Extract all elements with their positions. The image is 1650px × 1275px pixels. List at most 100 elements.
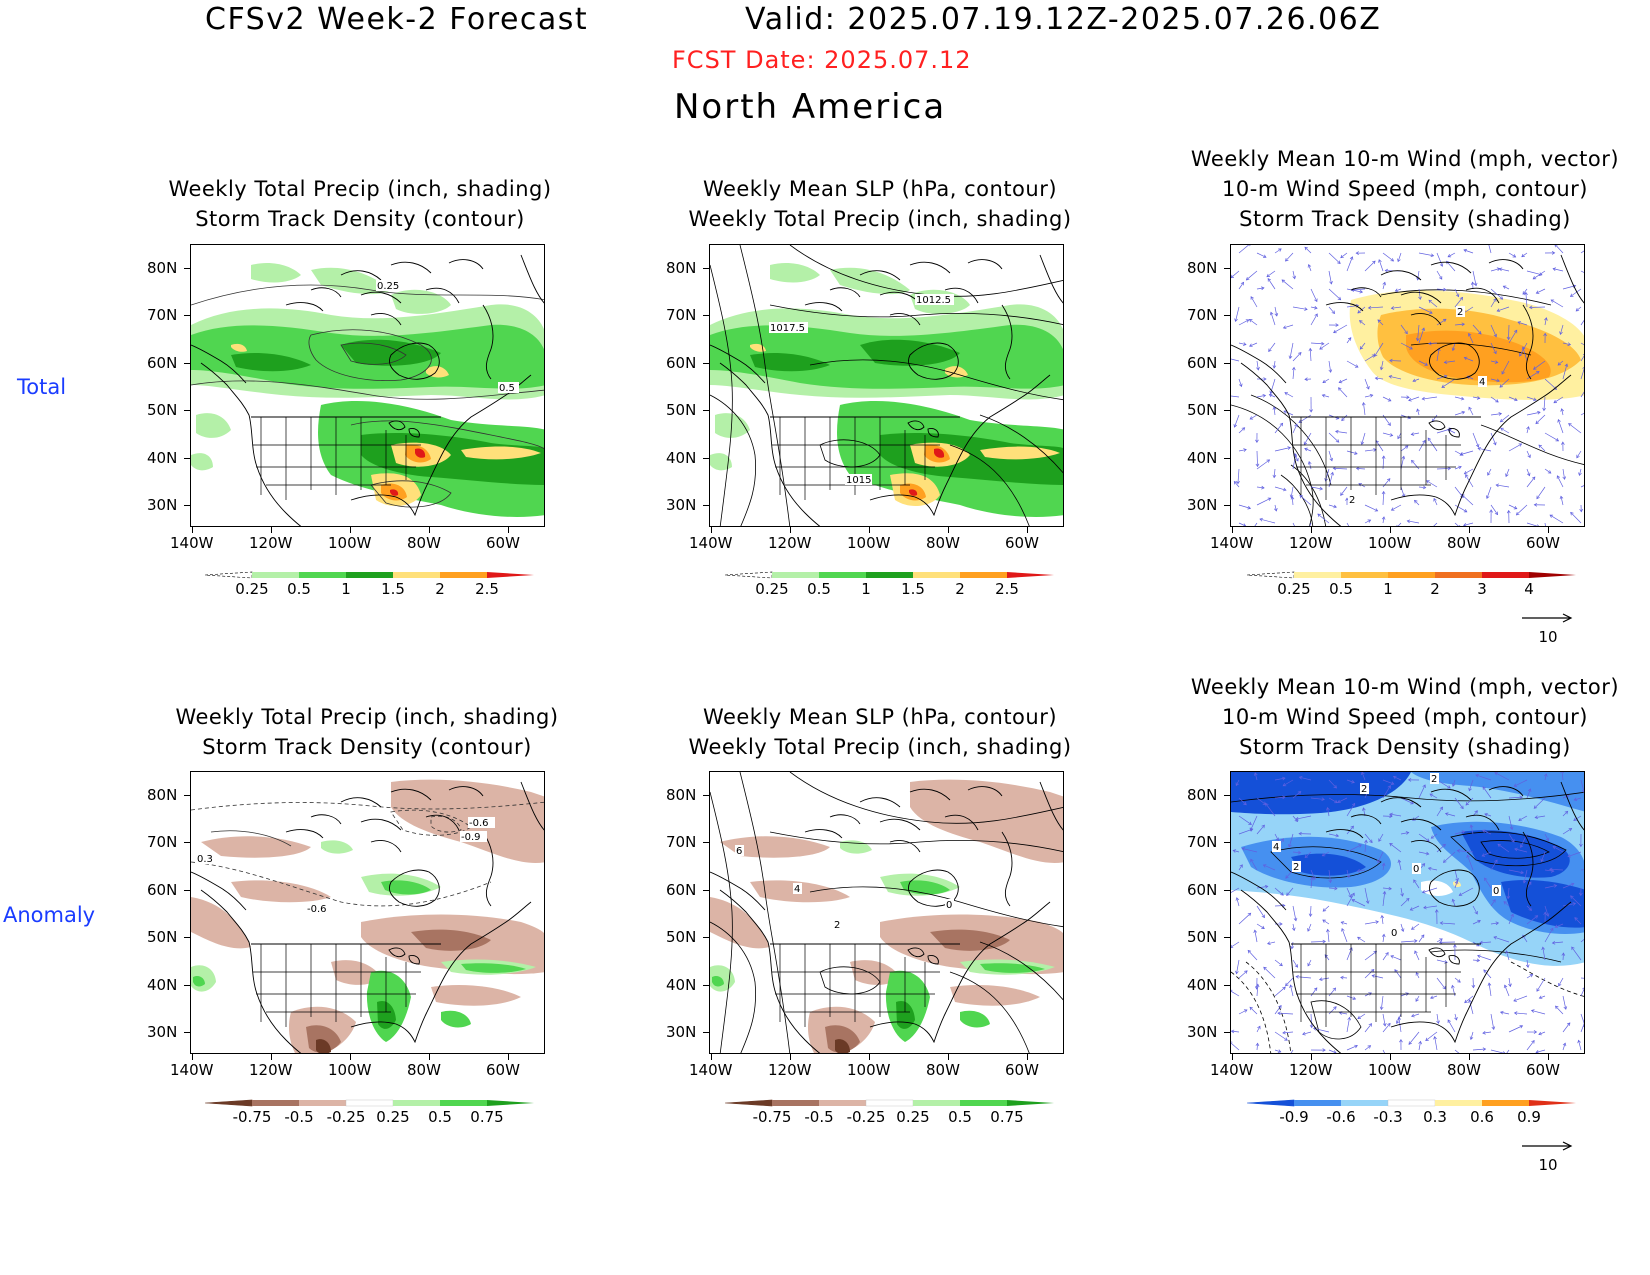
wind-vector [1409, 905, 1420, 911]
wind-vector [1319, 342, 1330, 350]
shaded-region [710, 413, 750, 471]
wind-vector [1231, 887, 1240, 893]
wind-vector [1309, 396, 1313, 413]
colorbar-tick-label: 0.9 [1517, 1108, 1541, 1126]
coastline [200, 362, 302, 526]
wind-vector [1436, 843, 1446, 853]
wind-vector [1570, 511, 1582, 524]
wind-vector [1526, 1030, 1538, 1034]
wind-vector [1346, 779, 1355, 784]
wind-vector [1580, 869, 1584, 871]
coastline [1325, 259, 1524, 326]
wind-vector [1544, 317, 1548, 326]
wind-vector [1443, 360, 1456, 365]
wind-vector [1436, 977, 1446, 990]
wind-vector [1413, 879, 1420, 889]
wind-vector [1256, 252, 1267, 258]
wind-vector [1535, 1049, 1546, 1053]
wind-vector [1292, 905, 1298, 922]
contour-label-bg [833, 919, 842, 930]
wind-vector [1499, 414, 1510, 423]
lon-tick [271, 1054, 272, 1060]
lat-tick-label: 80N [666, 786, 697, 804]
wind-vector [1472, 958, 1481, 963]
wind-vector [1256, 905, 1265, 919]
wind-vector [1505, 468, 1510, 478]
wind-vector [1535, 414, 1546, 425]
lon-tick-label: 120W [768, 1061, 812, 1079]
wind-vector [1558, 977, 1564, 987]
wind-vector [1232, 849, 1240, 853]
wind-vector [1454, 1013, 1458, 1021]
lon-tick-label: 140W [170, 534, 214, 552]
contour-label-bg [460, 831, 487, 842]
wind-vector [1238, 797, 1247, 806]
panel4-title: Weekly Total Precip (inch, shading) Stor… [175, 705, 559, 759]
wind-vector [1557, 360, 1564, 366]
lat-tick-label: 30N [1187, 496, 1218, 514]
map-anom-slp-precip: 6 4 2 0 [709, 771, 1064, 1054]
lat-tick-label: 50N [1187, 401, 1218, 419]
coastline [1390, 1011, 1468, 1044]
contour-label: 0 [1413, 864, 1419, 875]
lon-tick-label: 120W [1289, 534, 1333, 552]
coastline [1522, 781, 1584, 907]
forecast-date: FCST Date: 2025.07.12 [672, 46, 972, 74]
contour-label-bg [945, 899, 954, 910]
lat-tick-label: 60N [147, 354, 178, 372]
colorbar-swatch [865, 1099, 914, 1107]
wind-vector [1274, 795, 1286, 800]
wind-vector [1465, 797, 1474, 806]
wind-vector [1532, 270, 1546, 280]
coastline [1325, 786, 1524, 853]
wind-vector [1573, 815, 1582, 821]
wind-vector [1575, 306, 1582, 312]
wind-vector [1477, 954, 1492, 961]
contour-line [710, 264, 733, 526]
wind-vector [1238, 1009, 1248, 1015]
wind-vector [1382, 814, 1393, 819]
colorbar-tick-label: 0.3 [1423, 1108, 1447, 1126]
contour-label: 4 [1479, 377, 1485, 388]
wind-vector [1256, 360, 1260, 371]
wind-vector [1400, 887, 1404, 897]
wind-vector [1233, 414, 1240, 428]
wind-vector [1423, 905, 1438, 910]
wind-vector [1526, 788, 1532, 799]
wind-vector [1490, 1013, 1496, 1031]
lon-tick [192, 1054, 193, 1060]
wind-vector [1418, 439, 1426, 452]
wind-vector [1274, 776, 1286, 781]
wind-vector [1310, 939, 1327, 944]
wind-vector [1302, 1031, 1312, 1036]
wind-vector [1466, 854, 1474, 871]
contour-label-bg [468, 817, 495, 828]
wind-vector [1361, 401, 1366, 416]
wind-vector [1472, 432, 1480, 448]
wind-vector [1282, 779, 1294, 787]
wind-vector [1580, 485, 1584, 488]
wind-vector [1580, 977, 1584, 979]
wind-vector [1562, 882, 1575, 889]
colorbar-swatch [772, 1100, 819, 1106]
lon-tick [869, 527, 870, 533]
lat-tick-label: 40N [666, 449, 697, 467]
wind-vector [1253, 772, 1258, 781]
contour-line [1231, 961, 1292, 1053]
wind-vector [1298, 831, 1312, 836]
coastline [310, 788, 460, 831]
colorbar-tick-label: 0.25 [376, 1108, 409, 1126]
lon-tick [1548, 1054, 1549, 1060]
wind-vector [1340, 486, 1348, 496]
wind-vector [1562, 810, 1569, 817]
wind-vector [1231, 989, 1240, 997]
wind-vector [1526, 410, 1541, 416]
contour-label-bg [1478, 376, 1487, 387]
panel3-title: Weekly Mean 10-m Wind (mph, vector) 10-m… [1190, 147, 1620, 231]
wind-vector [1569, 288, 1582, 297]
wind-vector [1530, 1009, 1546, 1015]
colorbar-tick-label: 1.5 [381, 580, 405, 598]
wind-vector [1490, 412, 1503, 416]
wind-vector [1341, 928, 1348, 943]
wind-vector [1394, 969, 1402, 979]
